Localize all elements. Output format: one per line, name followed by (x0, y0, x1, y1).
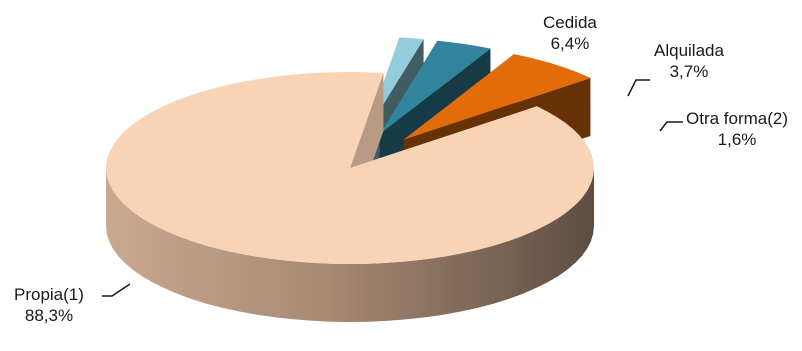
leader-lines (102, 79, 683, 297)
slice-name: Alquilada (654, 41, 724, 60)
leader-alquilada (627, 79, 650, 97)
leader-propia (102, 283, 131, 297)
slice-top-face (106, 72, 594, 264)
slice-label-otra-forma: Otra forma(2) 1,6% (686, 108, 788, 150)
slice-top-face (379, 40, 491, 135)
leader-otra-forma (659, 121, 683, 132)
slice-label-alquilada: Alquilada 3,7% (654, 40, 724, 82)
slice-side-wall (106, 168, 594, 322)
slice-value: 88,3% (24, 306, 74, 325)
slice-value: 3,7% (669, 62, 709, 81)
slice-name: Propia(1) (14, 285, 84, 304)
slice-label-propia: Propia(1) 88,3% (14, 284, 84, 326)
pie-slice-propia-1- (106, 72, 594, 322)
slice-name: Cedida (543, 13, 597, 32)
slice-value: 1,6% (717, 130, 757, 149)
slice-name: Otra forma(2) (686, 109, 789, 128)
slice-label-cedida: Cedida 6,4% (543, 12, 597, 54)
slice-top-face (403, 54, 591, 140)
slice-value: 6,4% (550, 34, 590, 53)
slices-layer (106, 37, 594, 322)
